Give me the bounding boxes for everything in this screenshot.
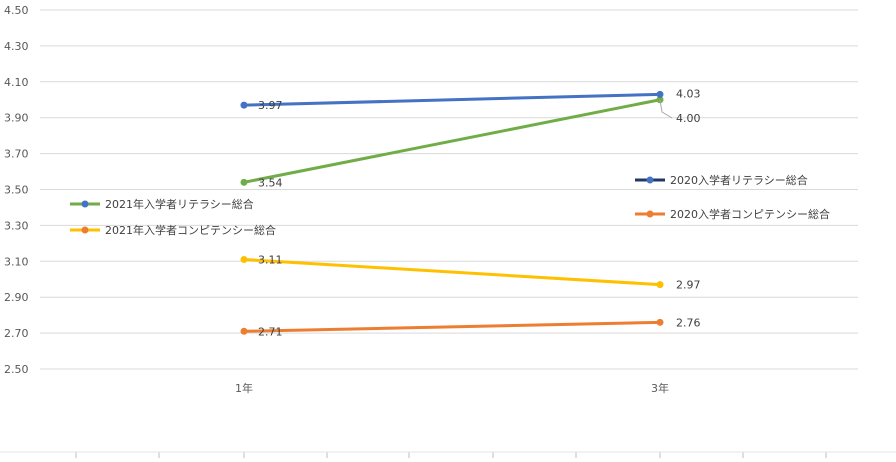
legend: 2021年入学者リテラシー総合 2021年入学者コンピテンシー総合 2020入学者リ…	[70, 173, 830, 237]
label-leader-line	[659, 99, 673, 119]
y-tick-label: 3.50	[4, 184, 29, 197]
legend-entry: 2020入学者リテラシー総合	[635, 173, 808, 187]
data-label: 3.97	[258, 99, 283, 112]
legend-marker	[646, 210, 654, 218]
data-point	[240, 327, 248, 335]
gridlines	[40, 9, 858, 370]
legend-entry: 2020入学者コンピテンシー総合	[635, 207, 830, 221]
y-tick-label: 3.70	[4, 148, 29, 161]
x-category-label: 1年	[235, 381, 253, 395]
data-point	[240, 178, 248, 186]
x-category-label: 3年	[651, 381, 669, 395]
y-tick-label: 2.50	[4, 363, 29, 376]
legend-label: 2020入学者リテラシー総合	[670, 173, 808, 187]
data-label: 3.54	[258, 176, 283, 189]
y-tick-label: 2.70	[4, 327, 29, 340]
series	[240, 90, 664, 335]
y-tick-label: 3.90	[4, 112, 29, 125]
series-line	[243, 258, 661, 287]
series-line	[243, 92, 661, 107]
series-line	[243, 98, 661, 184]
legend-entry: 2021年入学者リテラシー総合	[70, 197, 254, 211]
y-tick-label: 4.50	[4, 4, 29, 17]
legend-label: 2021年入学者リテラシー総合	[105, 197, 254, 211]
data-labels: 3.54 4.00 3.11 2.97 3.97 4.03 2.71 2.76	[258, 87, 701, 338]
data-label: 3.11	[258, 254, 283, 267]
data-label: 2.97	[676, 279, 701, 292]
data-label: 2.76	[676, 316, 701, 329]
legend-marker	[81, 200, 89, 208]
legend-label: 2021年入学者コンピテンシー総合	[105, 223, 276, 237]
y-tick-label: 2.90	[4, 291, 29, 304]
legend-label: 2020入学者コンピテンシー総合	[670, 207, 830, 221]
data-point	[656, 281, 664, 289]
data-point	[240, 101, 248, 109]
axes: 2.50 2.70 2.90 3.10 3.30 3.50 3.70 3.90 4.10 4.30…	[0, 4, 896, 458]
data-label: 4.00	[676, 112, 701, 125]
legend-marker	[646, 176, 654, 184]
y-tick-label: 4.30	[4, 40, 29, 53]
y-tick-label: 3.30	[4, 219, 29, 232]
data-point	[656, 90, 664, 98]
y-tick-label: 4.10	[4, 76, 29, 89]
data-point	[240, 256, 248, 264]
data-point	[656, 96, 664, 104]
y-tick-label: 3.10	[4, 255, 29, 268]
legend-entry: 2021年入学者コンピテンシー総合	[70, 223, 276, 237]
series-line	[243, 320, 661, 333]
data-point	[656, 318, 664, 326]
data-label: 4.03	[676, 87, 701, 100]
data-label: 2.71	[258, 325, 283, 338]
legend-marker	[81, 226, 89, 234]
